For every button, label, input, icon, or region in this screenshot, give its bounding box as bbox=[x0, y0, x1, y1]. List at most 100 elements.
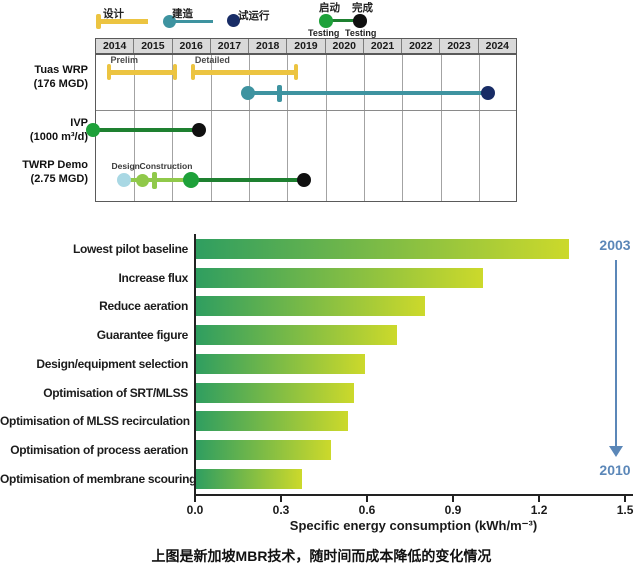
year-cell: 2020 bbox=[324, 39, 363, 53]
bar bbox=[196, 439, 331, 460]
year-cell: 2014 bbox=[102, 40, 127, 52]
gantt-milestone-dot-icon bbox=[116, 173, 131, 187]
legend-commissioning-label: 试运行 bbox=[238, 10, 270, 22]
grid-vline bbox=[479, 55, 481, 201]
gantt-row-label: IVP (1000 m³/d) bbox=[0, 117, 88, 144]
gantt-milestone-dot-icon bbox=[241, 86, 256, 100]
bar bbox=[196, 468, 303, 489]
gantt-items-layer: Prelim Detailed Design Construction bbox=[0, 0, 643, 215]
x-tick-label: 0.3 bbox=[272, 503, 290, 517]
gantt-milestone-dot-icon bbox=[136, 173, 150, 187]
gantt-phase-bar bbox=[106, 69, 178, 75]
legend-design-label: 设计 bbox=[103, 8, 124, 20]
x-tick-label: 0.0 bbox=[186, 503, 204, 517]
construction-dot-icon bbox=[163, 15, 176, 28]
gantt-year-header: 2014 2015 2016 2017 2018 2019 2020 2021 2022 2023… bbox=[95, 38, 517, 54]
gantt-milestone-dot-icon bbox=[182, 172, 199, 188]
x-tick-mark bbox=[280, 496, 282, 502]
gantt-tick-icon bbox=[151, 171, 157, 189]
time-arrow-line bbox=[615, 260, 618, 446]
grid-vline bbox=[325, 55, 327, 201]
bar-label: Optimisation of process aeration bbox=[10, 442, 188, 457]
year-end-label: 2010 bbox=[599, 462, 631, 478]
construction-line-icon bbox=[169, 19, 213, 23]
y-axis-line bbox=[194, 234, 196, 495]
gantt-milestone-dot-icon bbox=[297, 173, 312, 187]
gantt-row-labels: Tuas WRP (176 MGD) IVP (1000 m³/d) TWRP Demo… bbox=[0, 0, 90, 215]
legend-testing-sub-finish: Testing bbox=[345, 28, 377, 38]
bar bbox=[196, 325, 397, 346]
row-name: TWRP Demo bbox=[22, 159, 88, 171]
testing-start-dot-icon bbox=[319, 14, 333, 28]
grid-vline bbox=[402, 55, 404, 201]
gantt-phase-line bbox=[248, 91, 489, 95]
gantt-row-label: TWRP Demo (2.75 MGD) bbox=[0, 159, 88, 186]
grid-vline bbox=[364, 55, 366, 201]
bar-label: Optimisation of membrane scouring bbox=[0, 471, 197, 486]
bar bbox=[196, 296, 426, 317]
bar-label: Guarantee figure bbox=[96, 328, 189, 343]
legend-construction: 建造 bbox=[163, 6, 215, 32]
gantt-bar-cap-icon bbox=[173, 64, 178, 80]
bar-label: Design/equipment selection bbox=[36, 356, 188, 371]
gantt-phase-label: Construction bbox=[139, 161, 193, 171]
legend-testing-sub-start: Testing bbox=[308, 28, 340, 38]
year-cell: 2022 bbox=[401, 39, 439, 53]
x-tick-mark bbox=[538, 496, 541, 502]
row-name: Tuas WRP bbox=[34, 64, 88, 76]
legend-testing: 启动 完成 Testing Testing bbox=[308, 0, 384, 40]
grid-vline bbox=[210, 55, 212, 201]
legend-start-label: 启动 bbox=[319, 2, 340, 14]
testing-finish-dot-icon bbox=[353, 14, 367, 28]
gantt-bar-cap-icon bbox=[294, 64, 299, 80]
year-cell: 2017 bbox=[209, 39, 248, 53]
x-tick-label: 1.5 bbox=[616, 503, 634, 517]
x-tick-label: 1.2 bbox=[530, 503, 548, 517]
bar bbox=[196, 267, 483, 288]
legend-design: 设计 bbox=[96, 6, 154, 32]
year-cell: 2021 bbox=[362, 39, 401, 53]
gantt-tick-icon bbox=[276, 84, 282, 102]
year-start-label: 2003 bbox=[599, 237, 631, 253]
bar bbox=[196, 239, 569, 259]
x-tick-label: 0.6 bbox=[358, 503, 376, 517]
grid-hline bbox=[96, 110, 516, 111]
row-capacity: (1000 m³/d) bbox=[29, 130, 88, 143]
year-cell: 2016 bbox=[171, 39, 210, 53]
testing-line-icon bbox=[326, 19, 360, 22]
gantt-bar-cap-icon bbox=[190, 64, 195, 80]
bar-label: Reduce aeration bbox=[99, 299, 188, 314]
gantt-phase-bar bbox=[190, 69, 299, 75]
bar-label: Lowest pilot baseline bbox=[72, 242, 188, 256]
time-arrow-head-icon bbox=[609, 446, 623, 457]
row-name: IVP bbox=[70, 117, 88, 129]
gantt-phase-line bbox=[123, 178, 191, 182]
x-axis-label: Specific energy consumption (kWh/m⁻³) bbox=[289, 518, 538, 533]
bar-label: Optimisation of MLSS recirculation bbox=[0, 414, 190, 429]
grid-vline bbox=[287, 55, 289, 201]
x-tick-mark bbox=[194, 496, 196, 502]
year-cell: 2018 bbox=[248, 39, 286, 53]
row-capacity: (176 MGD) bbox=[33, 77, 88, 90]
gantt-phase-bar-label: Prelim bbox=[110, 55, 139, 65]
row-capacity: (2.75 MGD) bbox=[30, 172, 88, 185]
gantt-milestone-dot-icon bbox=[481, 86, 496, 100]
design-line-icon bbox=[98, 19, 148, 24]
gantt-phase-line bbox=[93, 128, 199, 132]
bar-label: Optimisation of SRT/MLSS bbox=[43, 385, 188, 400]
gantt-bar-cap-icon bbox=[106, 64, 111, 80]
gantt-phase-line bbox=[190, 178, 305, 182]
gantt-phase-bar-label: Detailed bbox=[194, 55, 230, 65]
gantt-row-label: Tuas WRP (176 MGD) bbox=[0, 64, 88, 91]
bar bbox=[196, 382, 354, 403]
gantt-milestone-dot-icon bbox=[86, 123, 101, 137]
year-cell: 2023 bbox=[439, 39, 477, 53]
bar-label: Increase flux bbox=[118, 270, 189, 285]
figure-caption: 上图是新加坡MBR技术，随时间而成本降低的变化情况 bbox=[151, 548, 492, 564]
bar bbox=[196, 353, 366, 374]
x-tick-mark bbox=[452, 496, 455, 502]
year-cell: 2019 bbox=[286, 39, 324, 53]
x-tick-mark bbox=[366, 496, 369, 502]
gantt-milestone-dot-icon bbox=[191, 123, 206, 137]
